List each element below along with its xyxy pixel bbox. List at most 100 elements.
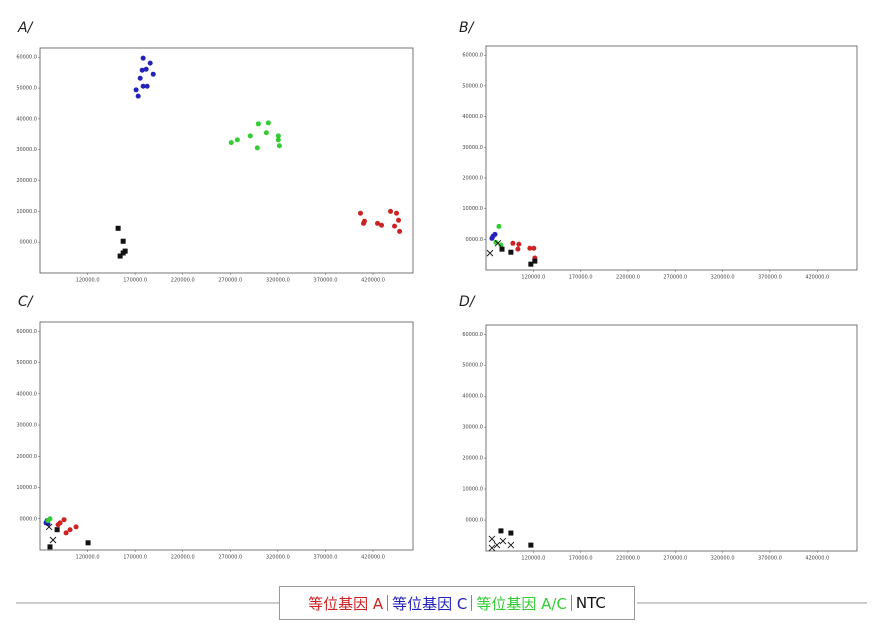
y-tick-label: 40000.0 xyxy=(16,391,37,397)
point xyxy=(265,120,271,126)
y-tick-label: 20000.0 xyxy=(16,454,37,460)
y-tick-label: 30000.0 xyxy=(462,425,483,431)
y-tick-label: 10000.0 xyxy=(16,485,37,491)
point xyxy=(496,223,502,229)
point xyxy=(489,235,495,241)
point xyxy=(133,87,139,93)
y-tick-label: 10000.0 xyxy=(462,206,483,212)
x-tick-label: 270000.0 xyxy=(663,556,687,562)
y-tick-label: 60000.0 xyxy=(16,55,37,61)
point xyxy=(144,83,150,89)
point xyxy=(531,245,537,251)
panel-title: C/ xyxy=(18,294,34,310)
point xyxy=(137,75,143,81)
y-tick-label: 30000.0 xyxy=(16,147,37,153)
point xyxy=(508,249,514,255)
x-tick-label: 170000.0 xyxy=(123,278,147,284)
x-tick-label: 220000.0 xyxy=(171,278,195,284)
x-tick-label: 220000.0 xyxy=(616,275,640,281)
point xyxy=(255,121,261,127)
point xyxy=(392,223,398,229)
point xyxy=(120,238,126,244)
point xyxy=(143,66,149,72)
point xyxy=(499,246,505,252)
point xyxy=(117,253,123,259)
y-tick-label: 20000.0 xyxy=(462,456,483,462)
y-tick-label: 60000.0 xyxy=(462,53,483,59)
x-tick-label: 320000.0 xyxy=(266,278,290,284)
point xyxy=(510,240,516,246)
x-tick-label: 220000.0 xyxy=(171,555,195,561)
point xyxy=(263,130,269,136)
x-tick-label: 120000.0 xyxy=(521,275,545,281)
point xyxy=(508,530,514,536)
point xyxy=(63,530,69,536)
x-tick-label: 120000.0 xyxy=(76,278,100,284)
point xyxy=(150,71,156,77)
point xyxy=(528,261,534,267)
x-tick-label: 270000.0 xyxy=(218,278,242,284)
x-tick-label: 320000.0 xyxy=(711,556,735,562)
point xyxy=(494,239,502,247)
point xyxy=(139,67,145,73)
x-tick-label: 120000.0 xyxy=(521,556,545,562)
y-tick-label: 10000.0 xyxy=(16,209,37,215)
point xyxy=(499,537,507,545)
x-tick-label: 220000.0 xyxy=(616,556,640,562)
point xyxy=(275,133,281,139)
y-tick-label: 40000.0 xyxy=(462,394,483,400)
x-tick-label: 270000.0 xyxy=(218,555,242,561)
point xyxy=(492,231,498,237)
y-tick-label: 10000.0 xyxy=(462,487,483,493)
point xyxy=(47,544,53,550)
y-tick-label: 60000.0 xyxy=(462,332,483,338)
x-tick-label: 320000.0 xyxy=(711,275,735,281)
y-tick-label: 0000.0 xyxy=(20,516,38,522)
point xyxy=(275,137,281,143)
x-tick-label: 420000.0 xyxy=(361,555,385,561)
x-tick-label: 420000.0 xyxy=(805,275,829,281)
separator xyxy=(471,595,473,611)
point xyxy=(115,225,121,231)
point xyxy=(234,137,240,143)
legend: 等位基因 A 等位基因 C 等位基因 A/C NTC xyxy=(279,586,635,620)
point xyxy=(388,208,394,214)
legend-entry: 等位基因 A xyxy=(308,594,384,613)
x-tick-label: 370000.0 xyxy=(758,556,782,562)
point xyxy=(507,541,515,549)
point xyxy=(55,522,61,528)
point xyxy=(49,536,57,544)
plot-area xyxy=(39,47,414,274)
y-tick-label: 20000.0 xyxy=(16,178,37,184)
point xyxy=(61,517,67,523)
y-tick-label: 0000.0 xyxy=(20,240,38,246)
legend-entry: NTC xyxy=(575,594,606,612)
y-tick-label: 30000.0 xyxy=(462,145,483,151)
plot-area xyxy=(485,45,858,271)
panel-title: B/ xyxy=(459,20,475,36)
y-tick-label: 30000.0 xyxy=(16,423,37,429)
point xyxy=(498,528,504,534)
point xyxy=(379,222,385,228)
point xyxy=(361,220,367,226)
panel-title: D/ xyxy=(459,294,476,310)
point xyxy=(45,518,51,524)
y-tick-label: 50000.0 xyxy=(16,86,37,92)
point xyxy=(140,55,146,61)
x-tick-label: 170000.0 xyxy=(569,556,593,562)
plot-area xyxy=(485,324,858,552)
y-tick-label: 50000.0 xyxy=(462,83,483,89)
y-tick-label: 0000.0 xyxy=(466,518,484,524)
x-tick-label: 170000.0 xyxy=(123,555,147,561)
point xyxy=(394,210,400,216)
point xyxy=(498,242,504,248)
point xyxy=(357,210,363,216)
y-tick-label: 60000.0 xyxy=(16,329,37,335)
point xyxy=(54,527,60,533)
legend-entry: 等位基因 A/C xyxy=(476,594,567,613)
y-tick-label: 20000.0 xyxy=(462,175,483,181)
point xyxy=(276,143,282,149)
x-tick-label: 120000.0 xyxy=(76,555,100,561)
